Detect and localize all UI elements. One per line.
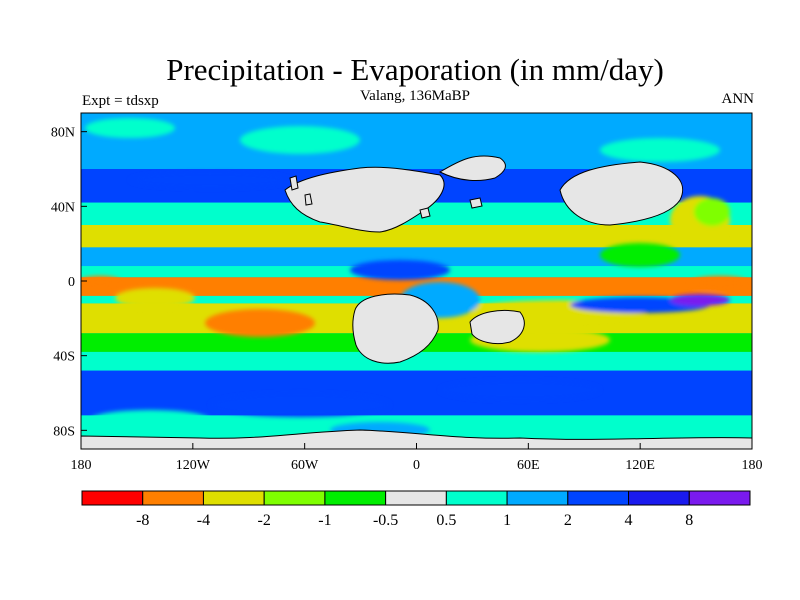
experiment-label: Expt = tdsxp: [82, 93, 159, 109]
colorbar-swatch: [445, 490, 508, 506]
x-tick-label: 120W: [176, 458, 211, 473]
x-tick-label: 120E: [625, 458, 655, 473]
colorbar-swatch: [628, 490, 690, 506]
colorbar: -8 -4 -2 -1 -0.5 0.5 1 2 4 8: [81, 490, 751, 529]
colorbar-swatch: [567, 490, 630, 506]
colorbar-label: 2: [564, 512, 572, 529]
colorbar-label: 1: [503, 512, 511, 529]
colorbar-swatch: [385, 490, 447, 506]
x-tick-label: 180: [742, 458, 763, 473]
colorbar-label: -2: [258, 512, 271, 529]
colorbar-swatch: [324, 490, 387, 506]
colorbar-swatch: [202, 490, 265, 506]
plot-title: Precipitation - Evaporation (in mm/day): [166, 52, 664, 87]
x-tick-label: 0: [413, 458, 420, 473]
plot-subtitle: Valang, 136MaBP: [360, 88, 470, 104]
y-tick-label: 80S: [53, 424, 75, 439]
x-tick-label: 60E: [517, 458, 540, 473]
x-tick-label: 180: [71, 458, 92, 473]
colorbar-swatch: [506, 490, 569, 506]
zonal-band-11: [81, 370, 752, 416]
y-tick-label: 40N: [51, 200, 75, 215]
colorbar-label: 8: [685, 512, 693, 529]
colorbar-swatch: [688, 490, 751, 506]
colorbar-label: 0.5: [436, 512, 456, 529]
zonal-band-4: [81, 247, 752, 267]
colorbar-label: -0.5: [373, 512, 398, 529]
colorbar-swatch: [81, 490, 144, 506]
colorbar-swatch: [142, 490, 204, 506]
colorbar-label: 4: [625, 512, 633, 529]
axis-ticks: 180 120W 60W 0 60E 120E 180 80N 40N 0 40S 80S: [51, 126, 763, 473]
zonal-band-10: [81, 351, 752, 371]
zonal-band-3: [81, 225, 752, 248]
x-tick-label: 60W: [291, 458, 319, 473]
colorbar-label: -4: [197, 512, 210, 529]
season-label: ANN: [721, 91, 755, 107]
colorbar-label: -8: [136, 512, 149, 529]
y-tick-label: 0: [68, 275, 75, 290]
colorbar-label: -1: [318, 512, 331, 529]
y-tick-label: 80N: [51, 126, 75, 141]
colorbar-swatch: [263, 490, 326, 506]
y-tick-label: 40S: [53, 350, 75, 365]
map-field: [81, 113, 752, 449]
